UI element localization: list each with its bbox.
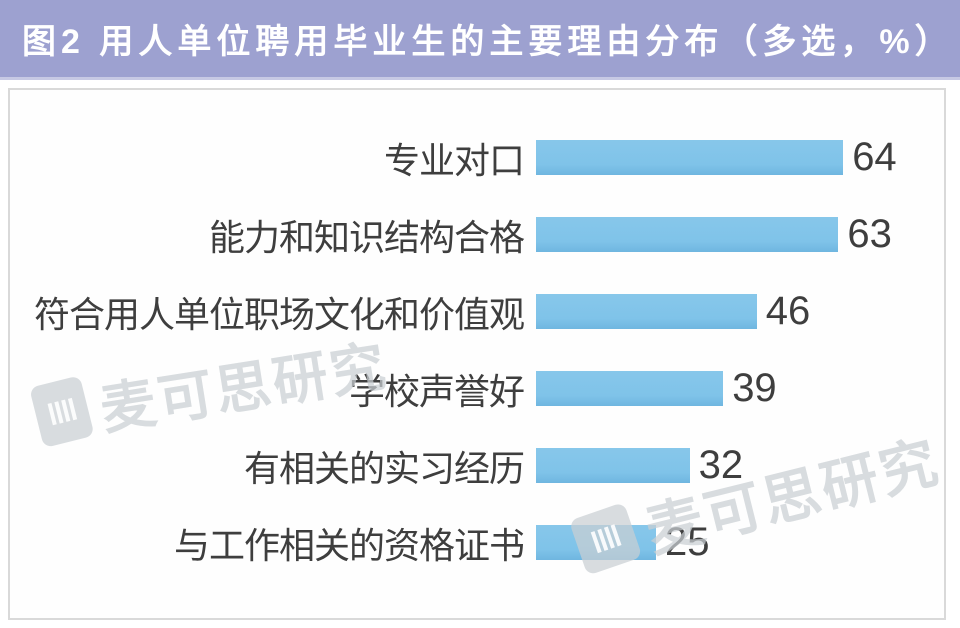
chart-row: 有相关的实习经历 32	[10, 427, 944, 504]
category-label: 学校声誉好	[348, 370, 525, 412]
bar	[536, 217, 839, 252]
value-label: 46	[765, 289, 811, 333]
chart-row: 能力和知识结构合格 63	[10, 196, 944, 273]
bar	[536, 525, 656, 560]
bar	[536, 448, 690, 483]
chart-rows: 专业对口 64 能力和知识结构合格 63 符合用人单位职场文化和价值观 46 学…	[10, 90, 944, 581]
bar	[536, 294, 757, 329]
value-label: 39	[732, 366, 777, 410]
chart-row: 专业对口 64	[10, 119, 944, 196]
category-label: 专业对口	[383, 139, 525, 181]
bar	[536, 140, 844, 175]
category-label: 有相关的实习经历	[243, 447, 525, 489]
category-label: 能力和知识结构合格	[208, 216, 525, 258]
chart-row: 符合用人单位职场文化和价值观 46	[10, 273, 944, 350]
chart-row: 学校声誉好 39	[10, 350, 944, 427]
figure-title: 图2 用人单位聘用毕业生的主要理由分布（多选，%）	[22, 23, 954, 61]
category-label: 符合用人单位职场文化和价值观	[33, 293, 525, 335]
chart-row: 与工作相关的资格证书 25	[10, 504, 944, 581]
bar	[536, 371, 724, 406]
figure-title-bar: 图2 用人单位聘用毕业生的主要理由分布（多选，%）	[0, 0, 960, 80]
value-label: 32	[698, 443, 744, 487]
value-label: 63	[847, 212, 892, 256]
category-label: 与工作相关的资格证书	[173, 524, 525, 566]
chart-card: 专业对口 64 能力和知识结构合格 63 符合用人单位职场文化和价值观 46 学…	[8, 88, 946, 620]
value-label: 64	[852, 135, 897, 179]
value-label: 25	[665, 520, 710, 564]
